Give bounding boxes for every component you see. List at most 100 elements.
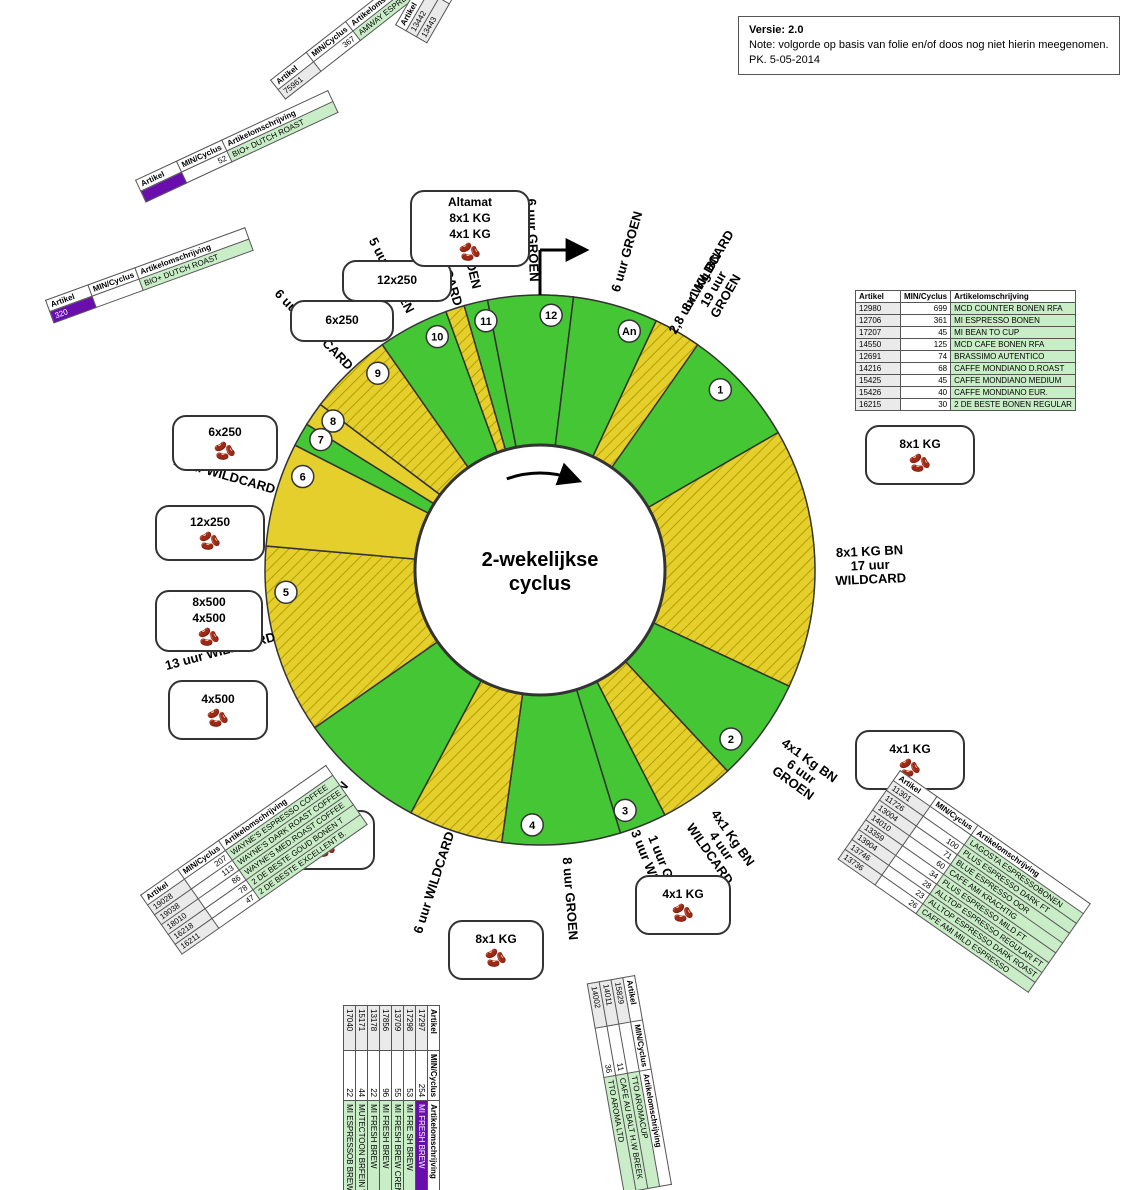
card-6x250-a: 6x250 🫘 [172, 415, 278, 471]
bean-icon: 🫘 [214, 442, 236, 460]
table-cell: CAFFE MONDIANO D.ROAST [951, 363, 1076, 375]
version-sig: PK. 5-05-2014 [749, 54, 820, 66]
table-cell: MI FRESH BREW [416, 1101, 428, 1190]
card-8x1-bottom: 8x1 KG🫘 [448, 920, 544, 980]
table-cell: 15426 [856, 387, 901, 399]
table-header: Artikelomschrijving [428, 1101, 440, 1190]
center-title-1: 2-wekelijkse [482, 549, 599, 571]
table-cell: MI ESPRESSOB BREW GOLD [344, 1101, 356, 1190]
table-header: MIN/Cyclus [428, 1051, 440, 1101]
slice-number: 1 [717, 385, 723, 397]
card-line: Altamat [448, 196, 492, 210]
table-cell: 55 [392, 1051, 404, 1101]
table-cell: 12980 [856, 303, 901, 315]
table-cell: 44 [356, 1051, 368, 1101]
sector-label: 8 uur GROEN [560, 857, 581, 941]
card-line: 4x1 KG [662, 888, 703, 902]
card-line: 4x500 [201, 693, 234, 707]
table-cell: 13709 [392, 1006, 404, 1051]
table-cell: 96 [380, 1051, 392, 1101]
table-cell: 13178 [368, 1006, 380, 1051]
sector-label: 6 uur WILDCARD [410, 830, 457, 936]
slice-number: 11 [480, 316, 492, 328]
card-line: 8x500 [192, 596, 225, 610]
table-cell: 17856 [380, 1006, 392, 1051]
slice-number: 4 [529, 820, 536, 832]
card-line: 12x250 [377, 274, 417, 288]
slice-number: 8 [330, 416, 336, 428]
table-row: 1785696MI FRESH BREW [380, 1006, 392, 1190]
table-cell: 15425 [856, 375, 901, 387]
table-row: 12980699MCD COUNTER BONEN RFA [856, 303, 1076, 315]
table-cell: 30 [901, 399, 951, 411]
card-4x1-bottom: 4x1 KG 🫘 [635, 875, 731, 935]
slice-number: 6 [300, 472, 306, 484]
bean-icon: 🫘 [459, 243, 481, 261]
table-cell: 22 [368, 1051, 380, 1101]
table-row: 1729853MI FRE SH BREW [404, 1006, 416, 1190]
center-title-2: cyclus [509, 573, 571, 595]
card-line: 4x1 KG [449, 228, 490, 242]
tbl-right-top: ArtikelMIN/CyclusArtikelomschrijving1298… [855, 290, 1076, 411]
table-cell: 74 [901, 351, 951, 363]
slice-number: 2 [728, 734, 734, 746]
sector-label: 8x1 KG BN17 uurWILDCARD [834, 542, 907, 588]
table-cell: MI FRESH BREW CREMA [392, 1101, 404, 1190]
table-cell: 16215 [856, 399, 901, 411]
table-cell: MCD COUNTER BONEN RFA [951, 303, 1076, 315]
card-line: 6x250 [208, 426, 241, 440]
table-cell: 125 [901, 339, 951, 351]
table-cell: 2 DE BESTE BONEN REGULAR [951, 399, 1076, 411]
card-8x500-4x500: 8x500 4x500 🫘 [155, 590, 263, 652]
version-label: Versie: 2.0 [749, 24, 803, 36]
table-cell: MCD CAFE BONEN RFA [951, 339, 1076, 351]
table-cell: CAFFE MONDIANO MEDIUM [951, 375, 1076, 387]
table-cell: MI ESPRESSO BONEN [951, 315, 1076, 327]
table-row: 1370955MI FRESH BREW CREMA [392, 1006, 404, 1190]
card-12x250-a: 12x250🫘 [155, 505, 265, 561]
table-cell: MUTECTOON BRFEIN WEE [356, 1101, 368, 1190]
table-header: Artikel [428, 1006, 440, 1051]
slice-number: 7 [318, 435, 324, 447]
table-row: 1421668CAFFE MONDIANO D.ROAST [856, 363, 1076, 375]
table-cell: MI FRESH BREW [368, 1101, 380, 1190]
version-note: Note: volgorde op basis van folie en/of … [749, 39, 1109, 51]
table-row: 1720745MI BEAN TO CUP [856, 327, 1076, 339]
table-cell: 40 [901, 387, 951, 399]
table-header: Artikel [856, 291, 901, 303]
table-cell: 14216 [856, 363, 901, 375]
table-cell: 254 [416, 1051, 428, 1101]
table-cell: 45 [901, 327, 951, 339]
sector-label: 6 uur GROEN [608, 210, 645, 294]
bean-icon: 🫘 [198, 628, 220, 646]
bean-icon: 🫘 [672, 904, 694, 922]
slice-number: 12 [545, 310, 557, 322]
table-row: 14550125MCD CAFE BONEN RFA [856, 339, 1076, 351]
table-cell: 17040 [344, 1006, 356, 1051]
card-4x500: 4x500🫘 [168, 680, 268, 740]
card-line: 6x250 [325, 314, 358, 328]
table-row: 17297254MI FRESH BREW [416, 1006, 428, 1190]
sector-label: 4x1 Kg BN6 uurGROEN [762, 735, 840, 808]
slice-number: 5 [283, 587, 289, 599]
card-line: 8x1 KG [449, 212, 490, 226]
tbl-bottom-mid: ArtikelMIN/CyclusArtikelomschrijving1729… [343, 1005, 440, 1190]
bean-icon: 🫘 [199, 532, 221, 550]
table-row: 12706361MI ESPRESSO BONEN [856, 315, 1076, 327]
table-cell: BRASSIMO AUTENTICO [951, 351, 1076, 363]
slice-number: 9 [375, 368, 381, 380]
table-row: 1704022MI ESPRESSOB BREW GOLD [344, 1006, 356, 1190]
table-cell: 17207 [856, 327, 901, 339]
table-header: Artikelomschrijving [951, 291, 1076, 303]
table-cell: CAFFE MONDIANO EUR. [951, 387, 1076, 399]
table-row: 1542545CAFFE MONDIANO MEDIUM [856, 375, 1076, 387]
version-box: Versie: 2.0 Note: volgorde op basis van … [738, 16, 1120, 75]
card-line: 8x1 KG [475, 933, 516, 947]
table-cell: 12691 [856, 351, 901, 363]
card-altamat: Altamat 8x1 KG 4x1 KG🫘 [410, 190, 530, 267]
table-cell: 53 [404, 1051, 416, 1101]
table-row: 1542640CAFFE MONDIANO EUR. [856, 387, 1076, 399]
card-line: 4x500 [192, 612, 225, 626]
table-cell: 68 [901, 363, 951, 375]
table-cell: MI FRESH BREW [380, 1101, 392, 1190]
